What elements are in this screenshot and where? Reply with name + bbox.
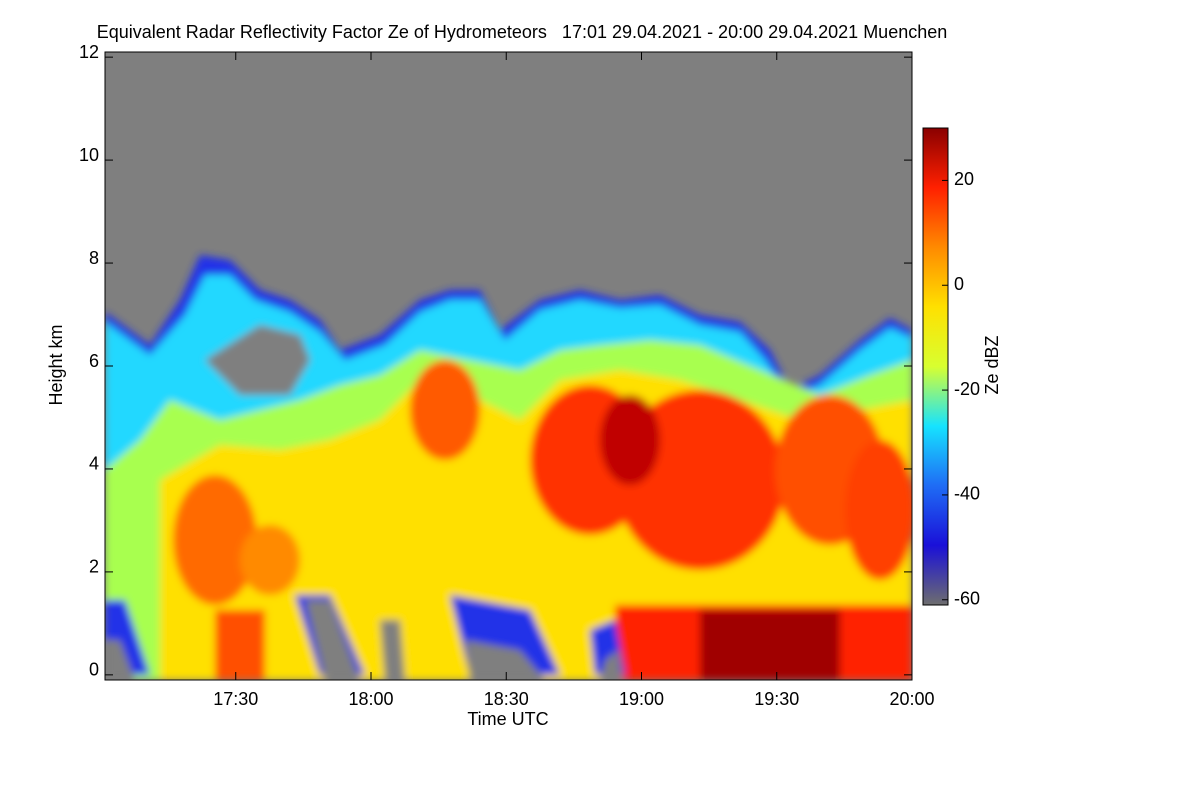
reflectivity-field bbox=[105, 52, 912, 680]
colorbar-tick-label: 20 bbox=[954, 169, 974, 189]
x-axis-label: Time UTC bbox=[467, 709, 548, 729]
y-tick-label: 8 bbox=[89, 248, 99, 268]
y-tick-label: 12 bbox=[79, 42, 99, 62]
colorbar-tick-label: -20 bbox=[954, 379, 980, 399]
x-tick-label: 17:30 bbox=[213, 689, 258, 709]
colorbar-tick-label: 0 bbox=[954, 274, 964, 294]
y-tick-label: 10 bbox=[79, 145, 99, 165]
x-tick-label: 19:30 bbox=[754, 689, 799, 709]
x-tick-label: 18:30 bbox=[484, 689, 529, 709]
y-axis-label: Height km bbox=[46, 324, 66, 405]
colorbar-tick-label: -60 bbox=[954, 589, 980, 609]
y-tick-label: 2 bbox=[89, 557, 99, 577]
colorbar bbox=[922, 127, 949, 606]
colorbar-label: Ze dBZ bbox=[982, 335, 1002, 394]
chart-title: Equivalent Radar Reflectivity Factor Ze … bbox=[97, 22, 948, 42]
x-tick-label: 19:00 bbox=[619, 689, 664, 709]
x-tick-label: 20:00 bbox=[889, 689, 934, 709]
y-tick-label: 4 bbox=[89, 454, 99, 474]
y-tick-label: 6 bbox=[89, 351, 99, 371]
x-tick-label: 18:00 bbox=[348, 689, 393, 709]
colorbar-tick-label: -40 bbox=[954, 484, 980, 504]
y-tick-label: 0 bbox=[89, 660, 99, 680]
